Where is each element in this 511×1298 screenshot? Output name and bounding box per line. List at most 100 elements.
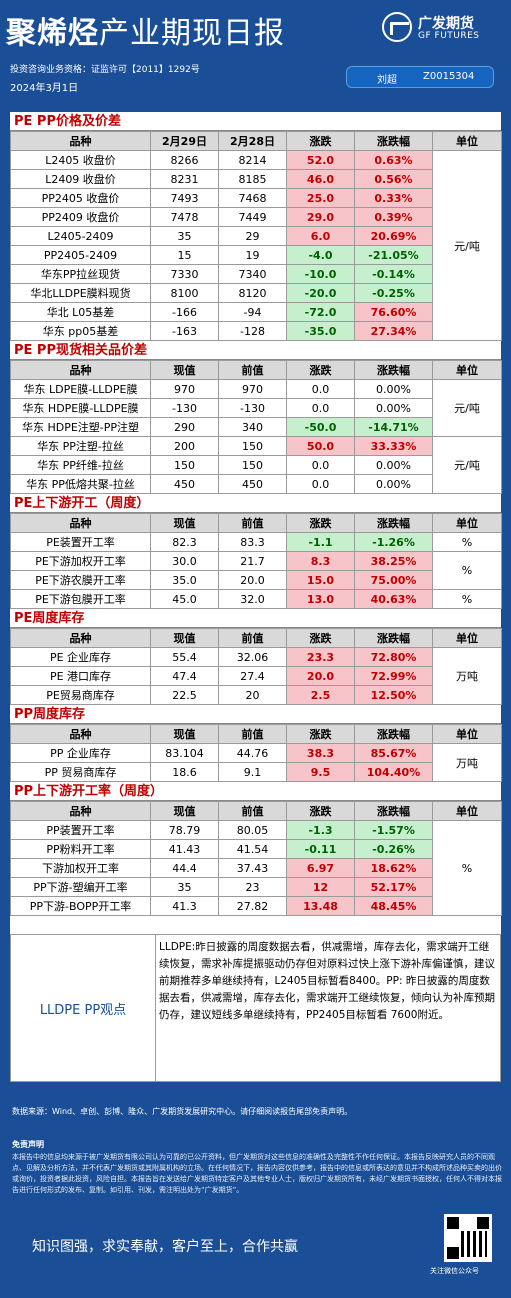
change-value: 29.0 — [286, 207, 355, 227]
change-value: -0.11 — [286, 839, 355, 859]
column-header: 现值 — [150, 724, 219, 744]
current-value: -163 — [150, 321, 219, 341]
table-row: PP2405 收盘价 7493 7468 25.0 0.33% — [10, 188, 502, 208]
previous-value: -130 — [218, 398, 287, 418]
change-value: -72.0 — [286, 302, 355, 322]
report-date: 2024年3月1日 — [10, 83, 79, 94]
column-header: 品种 — [10, 360, 151, 380]
column-header: 涨跌幅 — [354, 131, 433, 151]
item-name: PE 企业库存 — [10, 647, 151, 667]
slogan: 知识图强，求实奉献，客户至上，合作共赢 — [32, 1239, 298, 1255]
previous-value: 80.05 — [218, 820, 287, 840]
item-name: PP粉料开工率 — [10, 839, 151, 859]
table-row: PE贸易商库存 22.5 20 2.5 12.50% — [10, 685, 502, 705]
item-name: PP2405 收盘价 — [10, 188, 151, 208]
change-percent: 38.25% — [354, 551, 433, 571]
change-value: 13.48 — [286, 896, 355, 916]
data-table: 品种 现值 前值 涨跌 涨跌幅 单位 PP 企业库存 83.104 44.76 38.3 85.67… — [10, 724, 502, 782]
current-value: 290 — [150, 417, 219, 437]
unit-cell: 元/吨 — [432, 150, 502, 341]
data-table: 品种 2月29日 2月28日 涨跌 涨跌幅 单位 L2405 收盘价 8266 8214 52.0… — [10, 131, 502, 341]
author-name: 刘超 — [377, 75, 397, 86]
change-percent: 75.00% — [354, 570, 433, 590]
item-name: 华东PP拉丝现货 — [10, 264, 151, 284]
unit-cell: 元/吨 — [432, 436, 502, 494]
current-value: 150 — [150, 455, 219, 475]
previous-value: -94 — [218, 302, 287, 322]
previous-value: 150 — [218, 436, 287, 456]
previous-value: 23 — [218, 877, 287, 897]
previous-value: 83.3 — [218, 532, 287, 552]
current-value: 47.4 — [150, 666, 219, 686]
item-name: 华东 PP纤维-拉丝 — [10, 455, 151, 475]
change-value: -1.3 — [286, 820, 355, 840]
table-row: 华东PP拉丝现货 7330 7340 -10.0 -0.14% — [10, 264, 502, 284]
column-header: 2月29日 — [150, 131, 219, 151]
column-header: 现值 — [150, 360, 219, 380]
table-row: 华东 HDPE膜-LLDPE膜 -130 -130 0.0 0.00% — [10, 398, 502, 418]
section-title: PE周度库存 — [10, 609, 501, 628]
table-row: L2405 收盘价 8266 8214 52.0 0.63% 元/吨 — [10, 150, 502, 341]
change-percent: 0.56% — [354, 169, 433, 189]
market-view: LLDPE PP观点 LLDPE:昨日披露的周度数据去看，供减需增，库存去化，需… — [10, 934, 501, 1082]
column-header: 涨跌幅 — [354, 724, 433, 744]
item-name: 华东 LDPE膜-LLDPE膜 — [10, 379, 151, 399]
change-percent: 18.62% — [354, 858, 433, 878]
current-value: 8231 — [150, 169, 219, 189]
table-row: L2409 收盘价 8231 8185 46.0 0.56% — [10, 169, 502, 189]
column-header: 现值 — [150, 513, 219, 533]
column-header: 单位 — [432, 724, 502, 744]
disclaimer-title: 免责声明 — [12, 1140, 44, 1149]
item-name: PE下游加权开工率 — [10, 551, 151, 571]
change-percent: -0.25% — [354, 283, 433, 303]
logo-en: GF FUTURES — [418, 31, 480, 41]
change-percent: 0.33% — [354, 188, 433, 208]
previous-value: 8120 — [218, 283, 287, 303]
table-row: PE装置开工率 82.3 83.3 -1.1 -1.26%% — [10, 532, 502, 552]
change-percent: 0.00% — [354, 474, 433, 494]
data-tables: PE PP价格及价差 品种 2月29日 2月28日 涨跌 涨跌幅 单位 L2405 收盘价 82… — [10, 112, 502, 1030]
column-header: 品种 — [10, 801, 151, 821]
change-percent: 85.67% — [354, 743, 433, 763]
author-badge: 刘超 Z0015304 — [346, 66, 494, 88]
current-value: 18.6 — [150, 762, 219, 782]
current-value: 8266 — [150, 150, 219, 170]
item-name: L2405 收盘价 — [10, 150, 151, 170]
previous-value: 27.4 — [218, 666, 287, 686]
change-percent: 40.63% — [354, 589, 433, 609]
logo-icon — [382, 12, 412, 42]
item-name: PP下游-BOPP开工率 — [10, 896, 151, 916]
unit-cell: % — [432, 532, 502, 552]
current-value: 8100 — [150, 283, 219, 303]
table-row: 华东 LDPE膜-LLDPE膜 970 970 0.0 0.00% 元/吨 — [10, 379, 502, 437]
column-header: 单位 — [432, 801, 502, 821]
change-value: -35.0 — [286, 321, 355, 341]
change-percent: 104.40% — [354, 762, 433, 782]
current-value: -166 — [150, 302, 219, 322]
column-header: 品种 — [10, 724, 151, 744]
table-header-row: 品种 现值 前值 涨跌 涨跌幅 单位 — [10, 360, 502, 380]
unit-cell: 万吨 — [432, 647, 502, 705]
item-name: 华北 L05基差 — [10, 302, 151, 322]
company-logo: 广发期货 GF FUTURES — [382, 12, 502, 46]
change-percent: 0.00% — [354, 379, 433, 399]
change-percent: 0.00% — [354, 398, 433, 418]
column-header: 单位 — [432, 513, 502, 533]
table-row: 下游加权开工率 44.4 37.43 6.97 18.62% — [10, 858, 502, 878]
current-value: 7478 — [150, 207, 219, 227]
change-percent: 48.45% — [354, 896, 433, 916]
change-percent: -21.05% — [354, 245, 433, 265]
table-row: PP 贸易商库存 18.6 9.1 9.5 104.40% — [10, 762, 502, 782]
previous-value: -128 — [218, 321, 287, 341]
current-value: 35 — [150, 226, 219, 246]
column-header: 前值 — [218, 513, 287, 533]
previous-value: 29 — [218, 226, 287, 246]
change-percent: -0.26% — [354, 839, 433, 859]
previous-value: 27.82 — [218, 896, 287, 916]
current-value: 41.3 — [150, 896, 219, 916]
current-value: -130 — [150, 398, 219, 418]
current-value: 7330 — [150, 264, 219, 284]
data-source: 数据来源：Wind、卓创、彭博、隆众、广发期货发展研究中心。请仔细阅读报告尾部免… — [12, 1107, 353, 1116]
change-value: 6.97 — [286, 858, 355, 878]
previous-value: 41.54 — [218, 839, 287, 859]
